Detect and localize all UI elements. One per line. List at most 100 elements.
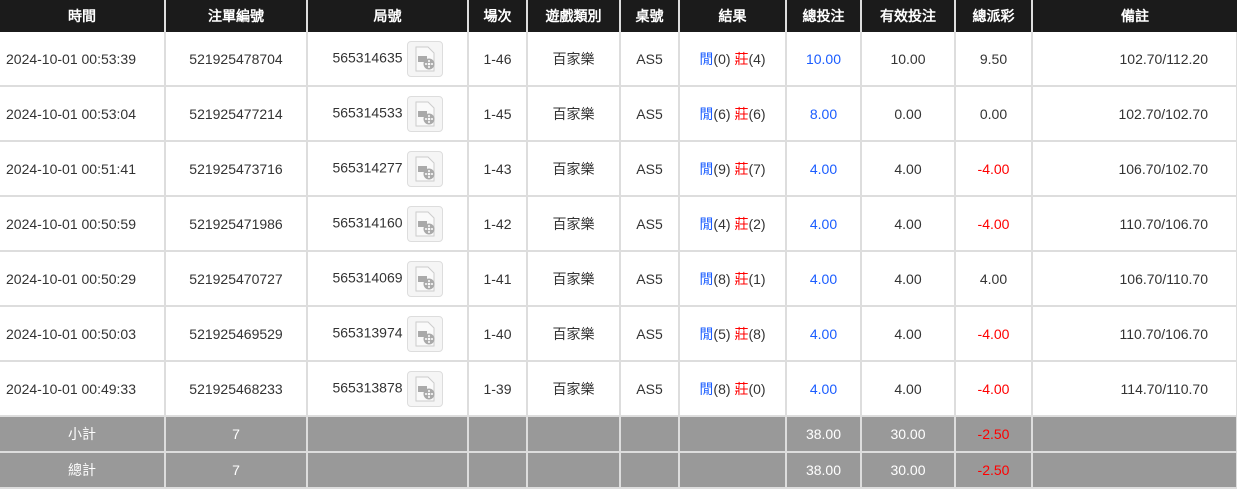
game-type: 百家樂 — [527, 196, 621, 252]
valid-bet: 4.00 — [861, 141, 956, 197]
table-id: AS5 — [620, 251, 680, 307]
shoe: 1-45 — [468, 86, 528, 142]
player-label: 閒 — [699, 380, 714, 397]
video-replay-icon[interactable] — [406, 150, 443, 187]
bet-id: 521925477214 — [165, 86, 308, 142]
game-type: 百家樂 — [527, 32, 621, 87]
empty-cell — [468, 452, 528, 489]
banker-score: (2) — [748, 215, 766, 232]
table-id: AS5 — [620, 86, 680, 142]
result: 閒(4) 莊(2) — [679, 196, 787, 252]
footer-row: 總計 7 38.00 30.00 -2.50 — [0, 452, 1237, 489]
footer-payout: -2.50 — [955, 416, 1033, 453]
bet-time: 2024-10-01 00:53:39 — [0, 32, 166, 87]
result: 閒(5) 莊(8) — [679, 306, 787, 362]
memo: 106.70/110.70 — [1032, 251, 1237, 307]
total-bet: 4.00 — [786, 361, 862, 417]
bet-id: 521925469529 — [165, 306, 308, 362]
round-id: 565314533 — [332, 104, 403, 121]
result: 閒(0) 莊(4) — [679, 32, 787, 87]
round-cell: 565313974 — [307, 306, 469, 362]
empty-cell — [527, 452, 621, 489]
column-header-shoe: 場次 — [467, 0, 527, 32]
video-replay-icon[interactable] — [406, 40, 443, 77]
round-cell: 565314160 — [307, 196, 469, 252]
bet-time: 2024-10-01 00:50:03 — [0, 306, 166, 362]
bet-id: 521925473716 — [165, 141, 308, 197]
round-cell: 565314277 — [307, 141, 469, 197]
valid-bet: 4.00 — [861, 306, 956, 362]
total-bet: 4.00 — [786, 141, 862, 197]
footer-count: 7 — [165, 416, 308, 453]
result: 閒(9) 莊(7) — [679, 141, 787, 197]
memo: 102.70/102.70 — [1032, 86, 1237, 142]
game-type: 百家樂 — [527, 251, 621, 307]
table-row: 2024-10-01 00:53:04 521925477214 5653145… — [0, 86, 1237, 142]
banker-label: 莊 — [734, 50, 749, 67]
result: 閒(8) 莊(1) — [679, 251, 787, 307]
empty-cell — [307, 416, 469, 453]
banker-score: (8) — [748, 325, 766, 342]
column-header-game-type: 遊戲類別 — [526, 0, 620, 32]
banker-label: 莊 — [734, 160, 749, 177]
empty-cell — [620, 452, 680, 489]
footer-row: 小計 7 38.00 30.00 -2.50 — [0, 416, 1237, 453]
player-label: 閒 — [699, 270, 714, 287]
bet-id: 521925468233 — [165, 361, 308, 417]
round-id: 565313878 — [332, 379, 403, 396]
video-replay-icon[interactable] — [406, 205, 443, 242]
video-replay-icon[interactable] — [406, 95, 443, 132]
empty-cell — [307, 452, 469, 489]
total-bet: 4.00 — [786, 251, 862, 307]
banker-label: 莊 — [734, 105, 749, 122]
bet-id: 521925471986 — [165, 196, 308, 252]
bet-time: 2024-10-01 00:53:04 — [0, 86, 166, 142]
shoe: 1-40 — [468, 306, 528, 362]
video-replay-icon[interactable] — [406, 370, 443, 407]
empty-cell — [679, 416, 787, 453]
shoe: 1-46 — [468, 32, 528, 87]
table-header: 時間 注單編號 局號 場次 遊戲類別 桌號 結果 總投注 有效投注 總派彩 備註 — [0, 0, 1237, 32]
valid-bet: 0.00 — [861, 86, 956, 142]
player-score: (5) — [713, 325, 731, 342]
video-replay-icon[interactable] — [406, 315, 443, 352]
bet-time: 2024-10-01 00:49:33 — [0, 361, 166, 417]
shoe: 1-39 — [468, 361, 528, 417]
player-label: 閒 — [699, 215, 714, 232]
valid-bet: 4.00 — [861, 196, 956, 252]
column-header-round: 局號 — [306, 0, 468, 32]
table-id: AS5 — [620, 32, 680, 87]
valid-bet: 10.00 — [861, 32, 956, 87]
player-score: (9) — [713, 160, 731, 177]
banker-label: 莊 — [734, 380, 749, 397]
game-type: 百家樂 — [527, 141, 621, 197]
game-type: 百家樂 — [527, 86, 621, 142]
payout: -4.00 — [955, 361, 1033, 417]
round-cell: 565314533 — [307, 86, 469, 142]
footer-total-bet: 38.00 — [786, 452, 862, 489]
banker-score: (0) — [748, 380, 766, 397]
player-score: (6) — [713, 105, 731, 122]
round-cell: 565314635 — [307, 32, 469, 87]
payout: 9.50 — [955, 32, 1033, 87]
footer-total-bet: 38.00 — [786, 416, 862, 453]
banker-score: (7) — [748, 160, 766, 177]
column-header-payout: 總派彩 — [954, 0, 1032, 32]
video-replay-icon[interactable] — [406, 260, 443, 297]
total-bet: 4.00 — [786, 306, 862, 362]
column-header-valid-bet: 有效投注 — [860, 0, 955, 32]
column-header-total-bet: 總投注 — [785, 0, 861, 32]
footer-valid-bet: 30.00 — [861, 416, 956, 453]
memo: 102.70/112.20 — [1032, 32, 1237, 87]
column-header-result: 結果 — [678, 0, 786, 32]
empty-cell — [620, 416, 680, 453]
bet-id: 521925470727 — [165, 251, 308, 307]
memo: 110.70/106.70 — [1032, 196, 1237, 252]
player-score: (0) — [713, 50, 731, 67]
empty-cell — [527, 416, 621, 453]
empty-cell — [468, 416, 528, 453]
round-id: 565314635 — [332, 49, 403, 66]
total-bet: 10.00 — [786, 32, 862, 87]
table-row: 2024-10-01 00:49:33 521925468233 5653138… — [0, 361, 1237, 417]
